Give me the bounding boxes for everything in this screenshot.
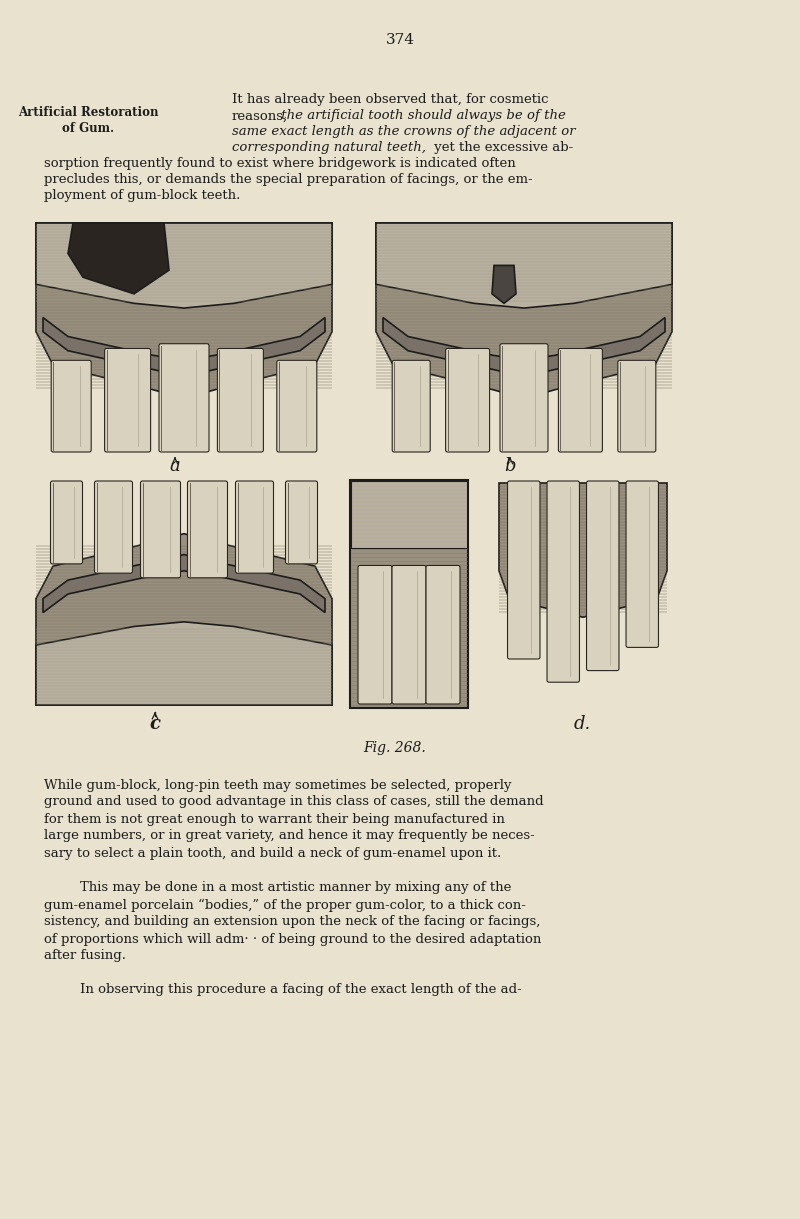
Text: Fig. 268.: Fig. 268.	[364, 741, 426, 755]
Polygon shape	[492, 266, 516, 304]
Text: large numbers, or in great variety, and hence it may frequently be neces-: large numbers, or in great variety, and …	[44, 829, 534, 842]
Text: 374: 374	[386, 33, 414, 48]
FancyBboxPatch shape	[500, 344, 548, 452]
Text: While gum-block, long-pin teeth may sometimes be selected, properly: While gum-block, long-pin teeth may some…	[44, 779, 511, 791]
Text: the artificial tooth should always be of the: the artificial tooth should always be of…	[277, 110, 566, 122]
FancyBboxPatch shape	[286, 482, 318, 564]
FancyBboxPatch shape	[392, 361, 430, 452]
Text: corresponding natural teeth,: corresponding natural teeth,	[232, 141, 426, 155]
FancyBboxPatch shape	[218, 349, 263, 452]
Text: In observing this procedure a facing of the exact length of the ad-: In observing this procedure a facing of …	[80, 984, 522, 996]
Text: sorption frequently found to exist where bridgework is indicated often: sorption frequently found to exist where…	[44, 157, 516, 171]
FancyBboxPatch shape	[105, 349, 150, 452]
Text: This may be done in a most artistic manner by mixing any of the: This may be done in a most artistic mann…	[80, 881, 511, 895]
Polygon shape	[36, 622, 332, 705]
FancyBboxPatch shape	[277, 361, 317, 452]
Text: d.: d.	[574, 716, 590, 733]
Polygon shape	[383, 317, 665, 377]
FancyBboxPatch shape	[358, 566, 392, 705]
FancyBboxPatch shape	[446, 349, 490, 452]
FancyBboxPatch shape	[626, 482, 658, 647]
FancyBboxPatch shape	[586, 482, 619, 670]
FancyBboxPatch shape	[558, 349, 602, 452]
Text: reasons,: reasons,	[232, 110, 288, 122]
FancyBboxPatch shape	[392, 566, 426, 705]
Text: c: c	[150, 716, 161, 733]
Text: ployment of gum-block teeth.: ployment of gum-block teeth.	[44, 189, 240, 202]
Text: It has already been observed that, for cosmetic: It has already been observed that, for c…	[232, 94, 549, 106]
Text: Artificial Restoration: Artificial Restoration	[18, 106, 158, 118]
FancyBboxPatch shape	[426, 566, 460, 705]
Text: sary to select a plain tooth, and build a neck of gum-enamel upon it.: sary to select a plain tooth, and build …	[44, 846, 502, 859]
Text: after fusing.: after fusing.	[44, 950, 126, 963]
Text: same exact length as the crowns of the adjacent or: same exact length as the crowns of the a…	[232, 126, 576, 139]
Text: yet the excessive ab-: yet the excessive ab-	[430, 141, 574, 155]
Polygon shape	[36, 223, 332, 308]
Text: gum-enamel porcelain “bodies,” of the proper gum-color, to a thick con-: gum-enamel porcelain “bodies,” of the pr…	[44, 898, 526, 912]
FancyBboxPatch shape	[547, 482, 579, 683]
Text: of proportions which will adm· · of being ground to the desired adaptation: of proportions which will adm· · of bein…	[44, 933, 542, 946]
Text: a: a	[170, 457, 180, 475]
FancyBboxPatch shape	[187, 482, 227, 578]
FancyBboxPatch shape	[351, 482, 467, 547]
Text: b: b	[504, 457, 516, 475]
Polygon shape	[499, 483, 667, 617]
FancyBboxPatch shape	[50, 482, 82, 564]
Polygon shape	[43, 555, 325, 613]
FancyBboxPatch shape	[618, 361, 656, 452]
FancyBboxPatch shape	[51, 361, 91, 452]
Polygon shape	[36, 223, 332, 399]
Polygon shape	[376, 223, 672, 308]
FancyBboxPatch shape	[507, 482, 540, 659]
Text: precludes this, or demands the special preparation of facings, or the em-: precludes this, or demands the special p…	[44, 173, 533, 187]
Polygon shape	[68, 223, 169, 294]
Text: of Gum.: of Gum.	[62, 122, 114, 134]
FancyBboxPatch shape	[159, 344, 209, 452]
FancyBboxPatch shape	[235, 482, 274, 573]
FancyBboxPatch shape	[94, 482, 133, 573]
Polygon shape	[36, 534, 332, 705]
Polygon shape	[376, 223, 672, 399]
Text: for them is not great enough to warrant their being manufactured in: for them is not great enough to warrant …	[44, 813, 505, 825]
Text: sistency, and building an extension upon the neck of the facing or facings,: sistency, and building an extension upon…	[44, 915, 540, 929]
Text: ground and used to good advantage in this class of cases, still the demand: ground and used to good advantage in thi…	[44, 796, 544, 808]
FancyBboxPatch shape	[350, 480, 468, 708]
Polygon shape	[43, 317, 325, 377]
FancyBboxPatch shape	[141, 482, 181, 578]
